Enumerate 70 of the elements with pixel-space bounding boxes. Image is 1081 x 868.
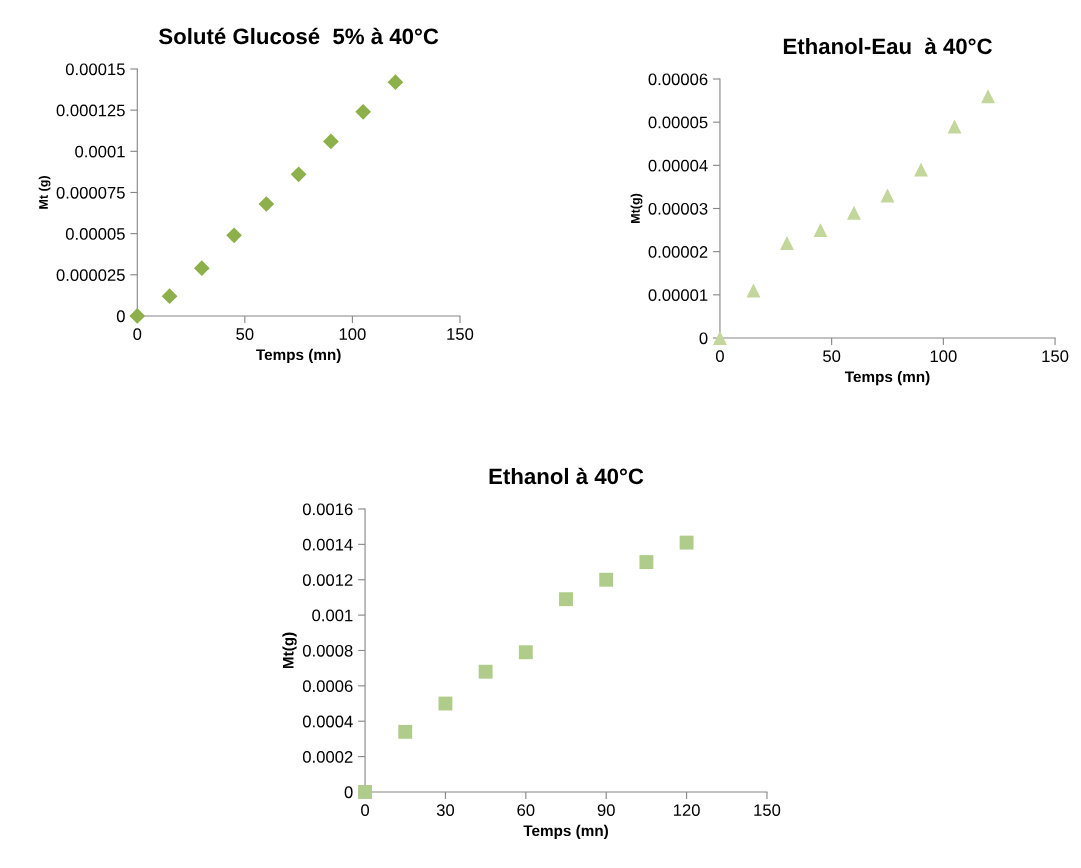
y-tick-label: 0 — [344, 786, 353, 799]
point — [478, 664, 493, 679]
x-tick-label: 150 — [1042, 350, 1069, 363]
point — [226, 227, 242, 244]
point — [713, 331, 727, 345]
x-tick-label: 30 — [436, 804, 455, 817]
y-axis-title: Mt(g) — [282, 632, 297, 669]
y-tick-label: 0.00005 — [648, 116, 708, 129]
point — [438, 696, 453, 711]
point — [914, 162, 928, 177]
y-tick-label: 0.00003 — [648, 202, 708, 215]
y-tick-label: 0.0016 — [302, 503, 353, 516]
point — [129, 308, 146, 324]
x-tick-label: 150 — [754, 804, 781, 817]
point — [847, 205, 861, 220]
y-tick-label: 0.00015 — [65, 63, 125, 76]
y-tick-label: 0.00005 — [65, 228, 125, 240]
point — [813, 223, 828, 238]
point — [559, 592, 573, 607]
point — [780, 236, 794, 250]
x-tick-label: 150 — [447, 328, 474, 340]
x-tick-label: 0 — [133, 328, 142, 340]
point — [258, 196, 275, 212]
chart-title: Soluté Glucosé 5% à 40°C — [158, 27, 439, 45]
y-tick-label: 0.0012 — [302, 574, 353, 586]
point — [981, 89, 995, 104]
y-tick-label: 0.0008 — [302, 644, 353, 657]
point — [639, 555, 654, 569]
point — [599, 572, 614, 587]
point — [679, 535, 694, 550]
y-tick-label: 0.000025 — [56, 269, 125, 281]
point — [746, 283, 761, 298]
point — [290, 166, 307, 183]
y-tick-label: 0.00006 — [648, 73, 708, 86]
chart-title: Ethanol-Eau à 40°C — [783, 37, 992, 55]
x-tick-label: 100 — [339, 328, 366, 340]
y-tick-label: 0.0006 — [302, 680, 353, 693]
y-tick-label: 0.000075 — [56, 186, 125, 199]
point — [398, 724, 413, 739]
point — [355, 103, 372, 120]
y-axis-title: Mt(g) — [630, 193, 643, 223]
x-axis-title: Temps (mn) — [844, 370, 930, 386]
x-axis-title: Temps (mn) — [256, 348, 341, 364]
point — [323, 133, 339, 150]
y-tick-label: 0.0014 — [302, 538, 353, 551]
y-tick-label: 0.0004 — [302, 715, 353, 728]
x-tick-label: 100 — [930, 350, 957, 363]
y-tick-label: 0.00001 — [648, 289, 708, 302]
x-tick-label: 0 — [715, 350, 724, 363]
x-tick-label: 0 — [361, 804, 370, 817]
point — [387, 74, 404, 91]
y-tick-label: 0.000125 — [56, 104, 125, 117]
x-axis-title: Temps (mn) — [523, 824, 608, 840]
y-tick-label: 0.001 — [312, 609, 353, 622]
y-tick-label: 0.0002 — [302, 750, 353, 763]
point — [161, 288, 178, 305]
point — [518, 645, 533, 660]
point — [358, 785, 372, 799]
chart-title: Ethanol à 40°C — [489, 467, 644, 485]
x-tick-label: 120 — [673, 804, 700, 817]
y-tick-label: 0.00002 — [648, 246, 708, 258]
y-tick-label: 0.0001 — [75, 145, 125, 158]
y-tick-label: 0.00004 — [648, 159, 708, 172]
point — [193, 260, 210, 277]
x-tick-label: 60 — [517, 804, 535, 817]
x-tick-label: 50 — [823, 350, 841, 363]
y-axis-title: Mt (g) — [38, 176, 51, 209]
y-tick-label: 0 — [116, 310, 125, 323]
x-tick-label: 90 — [597, 804, 615, 817]
x-tick-label: 50 — [236, 328, 254, 340]
